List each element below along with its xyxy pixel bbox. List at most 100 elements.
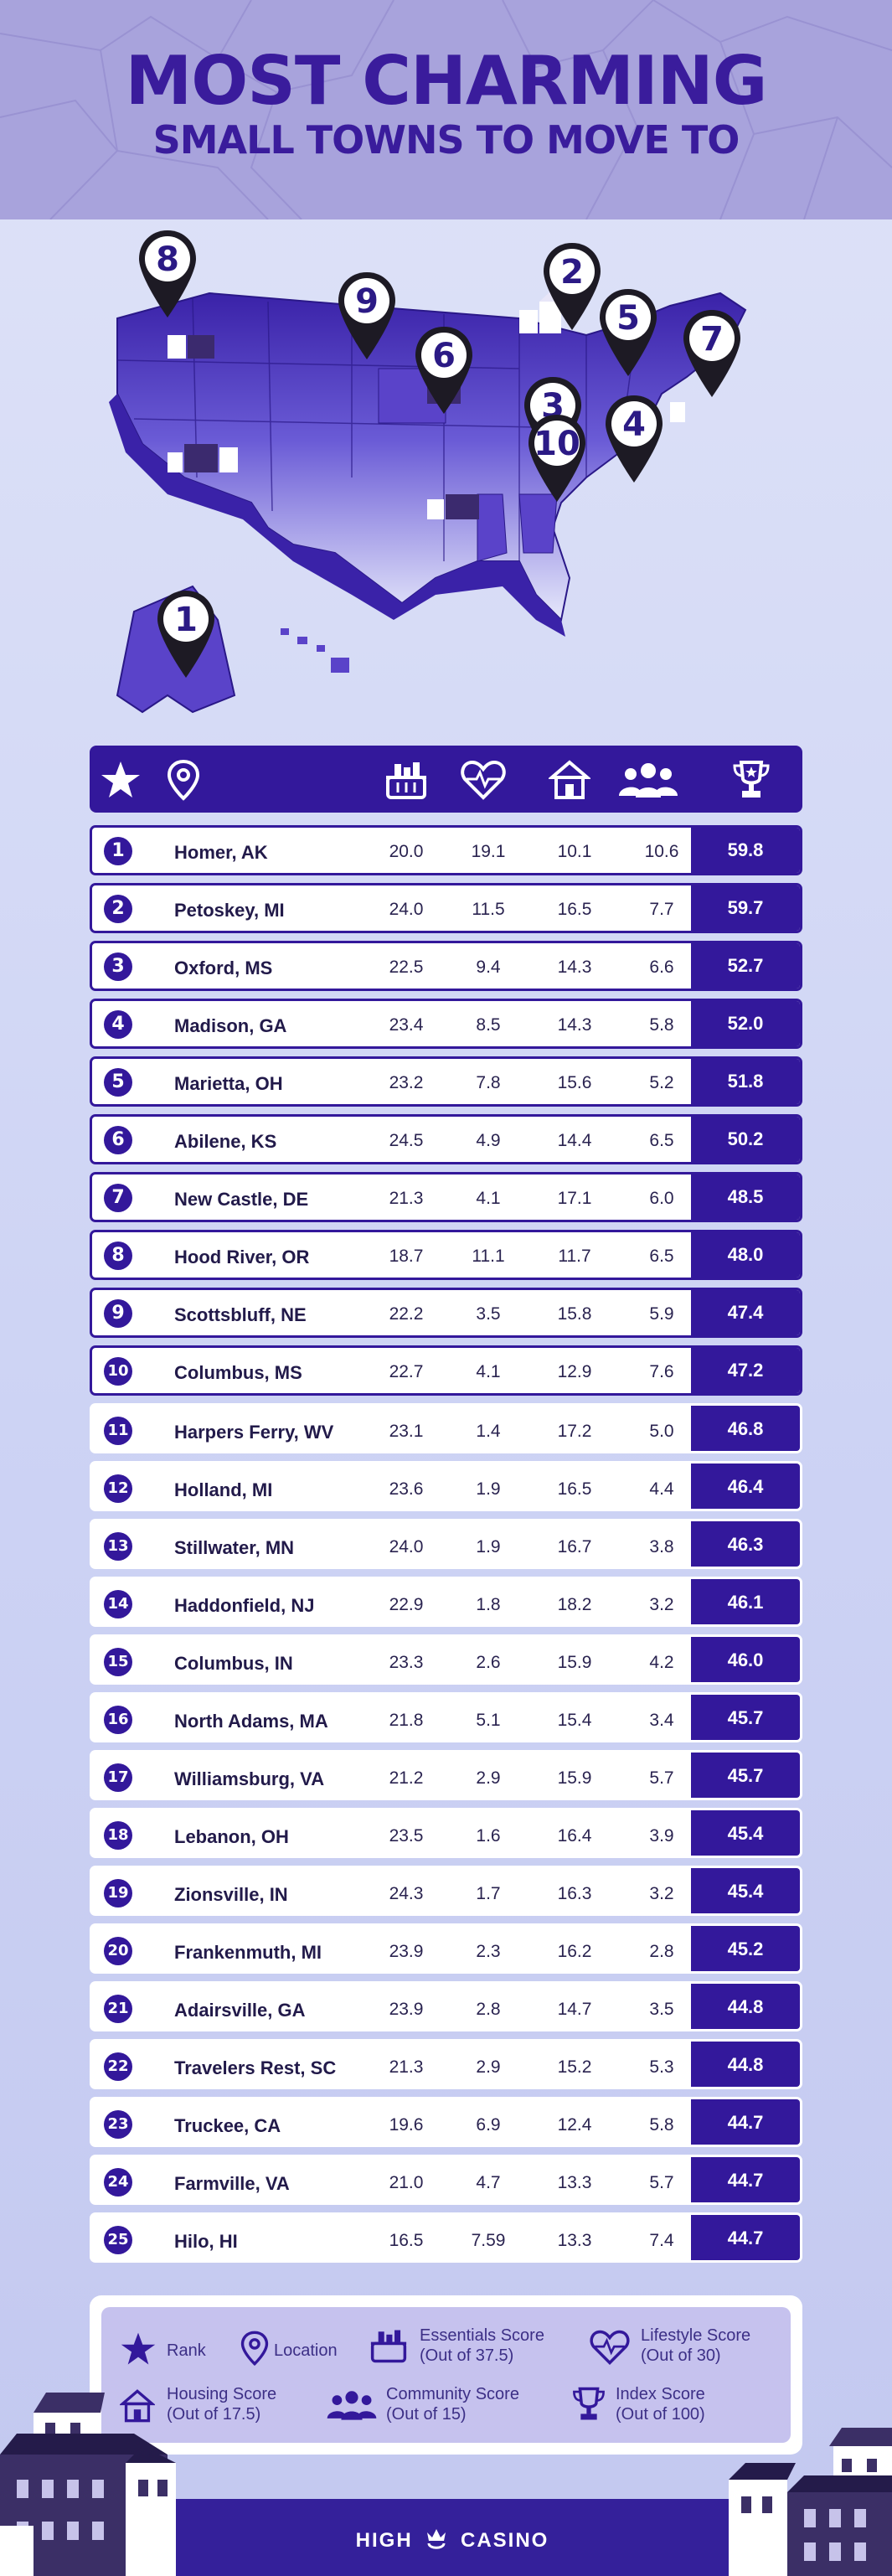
essentials-score: 20.0 — [389, 842, 424, 861]
community-score: 5.9 — [649, 1304, 674, 1324]
lifestyle-score: 4.9 — [476, 1131, 501, 1150]
legend-housing-label: Housing Score — [167, 2385, 277, 2403]
index-score: 44.7 — [691, 2157, 800, 2202]
essentials-score: 22.5 — [389, 958, 424, 977]
housing-score: 15.2 — [557, 2057, 592, 2077]
community-score: 3.8 — [649, 1537, 674, 1556]
lifestyle-score: 2.8 — [476, 2000, 501, 2019]
trophy-icon — [733, 761, 770, 798]
lifestyle-score: 7.8 — [476, 1073, 501, 1092]
essentials-score: 23.4 — [389, 1015, 424, 1035]
housing-score: 13.3 — [557, 2231, 592, 2250]
index-score: 47.2 — [691, 1348, 800, 1393]
essentials-score: 23.6 — [389, 1479, 424, 1499]
housing-score: 14.7 — [557, 2000, 592, 2019]
legend-essentials-label: Essentials Score — [420, 2326, 544, 2345]
rank-badge: 19 — [104, 1879, 132, 1907]
table-row: 11 Harpers Ferry, WV 23.1 1.4 17.2 5.0 46.8 — [90, 1403, 802, 1453]
location-name: Truckee, CA — [174, 2115, 281, 2136]
map-lines-decoration — [0, 0, 892, 219]
index-score: 46.3 — [691, 1521, 800, 1567]
rank-badge: 23 — [104, 2110, 132, 2139]
index-score: 48.0 — [691, 1232, 800, 1278]
map-pin-5: 5 — [600, 289, 657, 376]
essentials-score: 22.2 — [389, 1304, 424, 1324]
table-row: 8 Hood River, OR 18.7 11.1 11.7 6.5 48.0 — [90, 1230, 802, 1280]
essentials-score: 24.0 — [389, 900, 424, 919]
essentials-score: 19.6 — [389, 2115, 424, 2135]
location-name: Frankenmuth, MI — [174, 1942, 322, 1963]
location-name: Scottsbluff, NE — [174, 1304, 307, 1325]
lifestyle-score: 2.9 — [476, 2057, 501, 2077]
legend-location-label: Location — [274, 2341, 338, 2360]
page-title-line1: MOST CHARMING — [125, 42, 768, 120]
page-title-line2: SMALL TOWNS TO MOVE TO — [152, 117, 740, 163]
community-score: 6.5 — [649, 1131, 674, 1150]
trophy-icon — [573, 2387, 605, 2420]
table-row: 12 Holland, MI 23.6 1.9 16.5 4.4 46.4 — [90, 1461, 802, 1511]
essentials-score: 21.8 — [389, 1711, 424, 1730]
index-score: 45.4 — [691, 1810, 800, 1856]
lifestyle-score: 3.5 — [476, 1304, 501, 1324]
map-pin-label: 7 — [700, 320, 724, 359]
table-row: 1 Homer, AK 20.0 19.1 10.1 10.6 59.8 — [90, 825, 802, 875]
star-icon — [101, 761, 140, 798]
location-name: Hilo, HI — [174, 2231, 238, 2252]
housing-score: 14.4 — [557, 1131, 592, 1150]
lifestyle-score: 1.8 — [476, 1595, 501, 1614]
housing-score: 17.1 — [557, 1189, 592, 1208]
map-pin-label: 2 — [560, 253, 584, 292]
heart-pulse-icon — [461, 760, 506, 800]
index-score: 47.4 — [691, 1290, 800, 1335]
essentials-score: 23.9 — [389, 2000, 424, 2019]
community-score: 10.6 — [644, 842, 679, 861]
table-row: 5 Marietta, OH 23.2 7.8 15.6 5.2 51.8 — [90, 1056, 802, 1107]
housing-score: 10.1 — [557, 842, 592, 861]
table-row: 2 Petoskey, MI 24.0 11.5 16.5 7.7 59.7 — [90, 883, 802, 933]
essentials-score: 22.9 — [389, 1595, 424, 1614]
community-score: 3.2 — [649, 1595, 674, 1614]
ranking-table: 1 Homer, AK 20.0 19.1 10.1 10.6 59.8 2 Petoskey,… — [90, 825, 802, 2270]
rank-badge: 6 — [104, 1126, 132, 1154]
housing-score: 12.9 — [557, 1362, 592, 1381]
crown-icon — [425, 2526, 448, 2557]
table-row: 4 Madison, GA 23.4 8.5 14.3 5.8 52.0 — [90, 999, 802, 1049]
rank-badge: 16 — [104, 1706, 132, 1734]
house-icon — [120, 2389, 155, 2423]
index-score: 44.7 — [691, 2099, 800, 2145]
lifestyle-score: 2.6 — [476, 1653, 501, 1672]
location-name: Travelers Rest, SC — [174, 2057, 337, 2078]
index-score: 52.0 — [691, 1001, 800, 1046]
lifestyle-score: 1.9 — [476, 1479, 501, 1499]
map-pin-label: 4 — [622, 405, 646, 444]
community-score: 7.6 — [649, 1362, 674, 1381]
rank-badge: 1 — [104, 837, 132, 865]
location-name: Oxford, MS — [174, 958, 273, 978]
location-pin-icon — [240, 2331, 269, 2367]
rank-badge: 8 — [104, 1242, 132, 1270]
index-score: 59.7 — [691, 885, 800, 931]
legend-index-max: (Out of 100) — [616, 2405, 705, 2424]
essentials-score: 23.5 — [389, 1826, 424, 1846]
brand-logo[interactable]: HIGH CASINO — [176, 2526, 729, 2557]
community-score: 7.4 — [649, 2231, 674, 2250]
table-row: 25 Hilo, HI 16.5 7.59 13.3 7.4 44.7 — [90, 2212, 802, 2263]
community-score: 3.4 — [649, 1711, 674, 1730]
mississippi-state — [477, 493, 508, 562]
housing-score: 15.9 — [557, 1768, 592, 1788]
essentials-score: 18.7 — [389, 1247, 424, 1266]
rank-badge: 18 — [104, 1821, 132, 1850]
table-header — [90, 746, 802, 813]
table-row: 15 Columbus, IN 23.3 2.6 15.9 4.2 46.0 — [90, 1634, 802, 1685]
legend-housing-max: (Out of 17.5) — [167, 2405, 261, 2424]
location-name: Lebanon, OH — [174, 1826, 289, 1847]
rank-badge: 9 — [104, 1299, 132, 1328]
housing-score: 17.2 — [557, 1422, 592, 1441]
map-pin-9: 9 — [338, 272, 395, 359]
table-row: 21 Adairsville, GA 23.9 2.8 14.7 3.5 44.8 — [90, 1981, 802, 2031]
map-pin-4: 4 — [606, 395, 663, 483]
map-pin-6: 6 — [415, 327, 472, 414]
essentials-score: 23.1 — [389, 1422, 424, 1441]
header-banner: MOST CHARMING SMALL TOWNS TO MOVE TO — [0, 0, 892, 219]
rank-badge: 24 — [104, 2168, 132, 2197]
